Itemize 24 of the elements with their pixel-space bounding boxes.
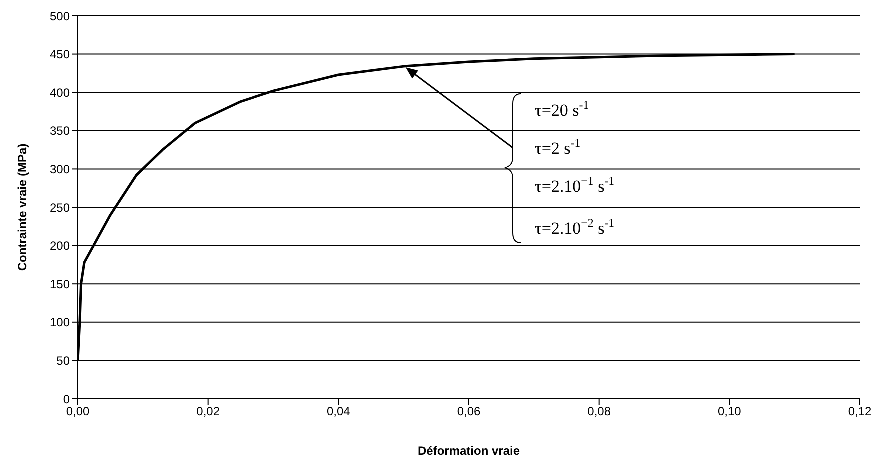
annotation: τ=2.10$^{−2}$ s$^{-1}$ xyxy=(535,216,615,238)
annotation: τ=20 s$^{-1}$ xyxy=(535,98,590,120)
y-tick-label: 50 xyxy=(56,354,70,368)
x-tick-label: 0,06 xyxy=(457,404,481,419)
y-tick-label: 100 xyxy=(50,316,70,330)
y-tick-label: 300 xyxy=(50,162,70,176)
x-tick-label: 0,00 xyxy=(66,404,90,419)
annotation: τ=2 s$^{-1}$ xyxy=(535,136,581,158)
annotation: τ=2.10$^{−1}$ s$^{-1}$ xyxy=(535,174,615,196)
x-tick-label: 0,02 xyxy=(196,404,220,419)
x-tick-label: 0,10 xyxy=(718,404,742,419)
x-axis-title: Déformation vraie xyxy=(418,444,520,458)
y-tick-label: 0 xyxy=(63,392,70,406)
x-tick-label: 0,12 xyxy=(848,404,872,419)
y-tick-label: 250 xyxy=(50,200,70,215)
y-axis-title: Contrainte vraie (MPa) xyxy=(15,144,30,272)
y-tick-label: 500 xyxy=(50,9,70,24)
y-tick-label: 400 xyxy=(50,86,70,100)
y-tick-label: 200 xyxy=(50,239,70,254)
x-tick-label: 0,04 xyxy=(326,404,351,419)
y-tick-label: 150 xyxy=(50,277,70,292)
y-tick-label: 350 xyxy=(50,124,70,138)
y-tick-label: 450 xyxy=(50,48,70,62)
x-tick-label: 0,08 xyxy=(588,404,612,419)
